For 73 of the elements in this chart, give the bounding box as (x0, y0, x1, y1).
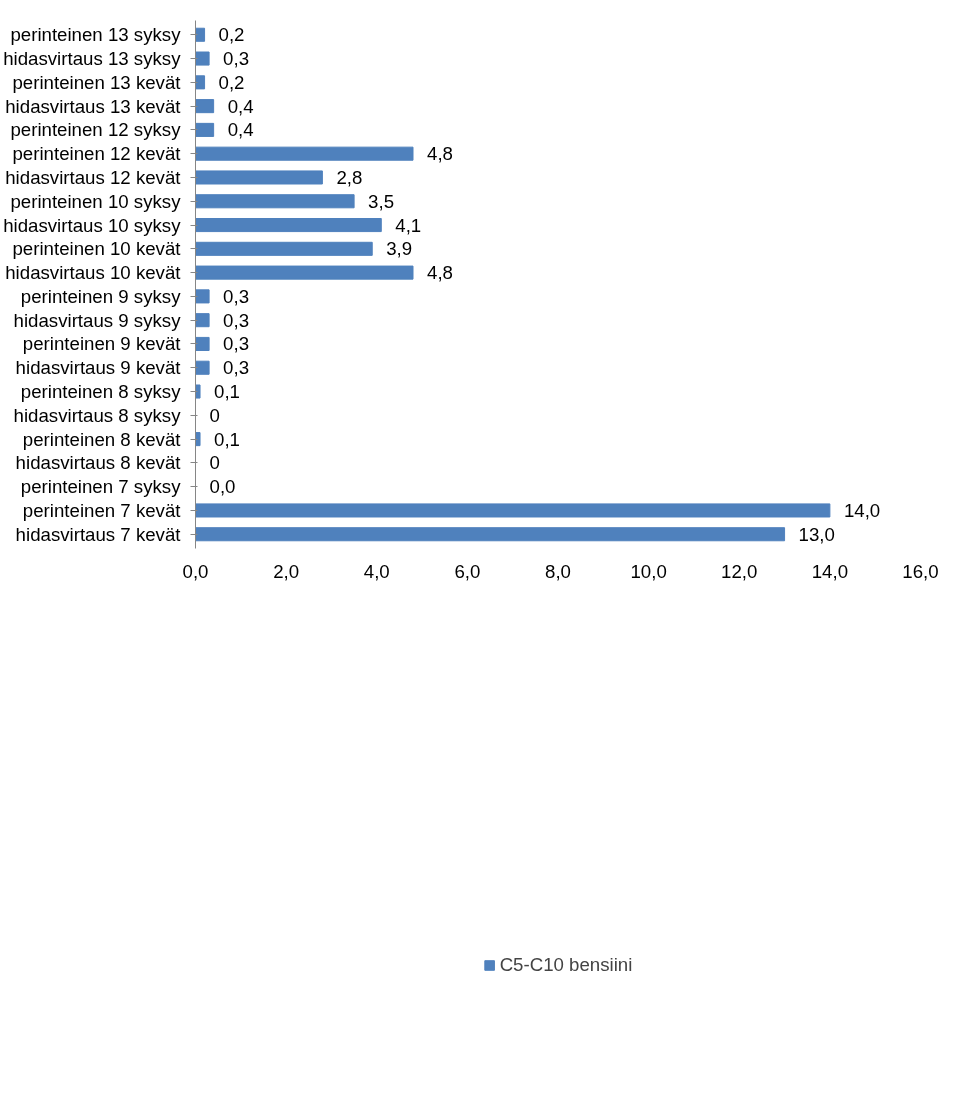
bar (195, 122, 215, 137)
y-tick-label: perinteinen 10 kevät (12, 238, 182, 260)
y-tick-label: hidasvirtaus 8 kevät (15, 452, 182, 474)
data-label: 3,9 (386, 238, 413, 260)
bar (195, 218, 382, 233)
data-label: 0,3 (223, 333, 250, 355)
y-tick-label: hidasvirtaus 13 syksy (3, 48, 182, 70)
bar (195, 360, 210, 375)
x-tick-label: 0,0 (182, 560, 209, 582)
bar (195, 51, 210, 66)
data-label: 14,0 (843, 499, 881, 521)
data-label: 4,8 (427, 143, 453, 165)
y-tick-label: perinteinen 13 kevät (12, 71, 182, 93)
bar (195, 27, 206, 42)
y-tick-label: hidasvirtaus 8 syksy (13, 404, 182, 426)
x-tick-label: 6,0 (454, 560, 481, 582)
data-label: 0,4 (227, 95, 254, 117)
x-tick-label: 4,0 (363, 560, 390, 582)
bar (195, 336, 210, 351)
bar (195, 99, 215, 114)
y-tick-label: hidasvirtaus 13 kevät (5, 95, 182, 117)
bar (195, 170, 323, 185)
bar (195, 527, 786, 542)
bar (195, 503, 831, 518)
data-label: 0,0 (209, 476, 236, 498)
data-label: 4,1 (395, 214, 422, 236)
data-label: 0 (209, 452, 220, 474)
y-tick-label: perinteinen 12 kevät (12, 143, 182, 165)
data-label: 0,3 (223, 309, 250, 331)
data-label: 0,3 (223, 357, 250, 379)
bar (195, 313, 210, 328)
y-tick-label: hidasvirtaus 10 kevät (5, 262, 182, 284)
data-label: 2,8 (336, 166, 363, 188)
y-tick-label: perinteinen 8 kevät (22, 428, 182, 450)
y-tick-label: perinteinen 9 syksy (20, 285, 182, 307)
bar (195, 75, 206, 90)
y-tick-label: hidasvirtaus 7 kevät (15, 523, 182, 545)
y-tick-label: perinteinen 9 kevät (22, 333, 182, 355)
x-tick-label: 16,0 (902, 560, 939, 582)
y-tick-label: perinteinen 10 syksy (10, 190, 182, 212)
legend-label: C5-C10 bensiini (499, 953, 633, 976)
bar (195, 432, 201, 447)
y-tick-label: perinteinen 13 syksy (10, 24, 182, 46)
y-tick-label: hidasvirtaus 9 kevät (15, 357, 182, 379)
y-tick-label: perinteinen 7 kevät (22, 499, 182, 521)
data-label: 0,3 (223, 48, 250, 70)
data-label: 4,8 (427, 262, 453, 284)
data-label: 13,0 (798, 523, 835, 545)
data-label: 0,1 (214, 428, 240, 450)
bar (195, 241, 373, 256)
bar (195, 265, 414, 280)
data-label: 0,2 (218, 71, 245, 93)
y-tick-label: hidasvirtaus 10 syksy (3, 214, 182, 236)
x-tick-label: 2,0 (273, 560, 300, 582)
bar (195, 194, 355, 209)
y-tick-label: hidasvirtaus 12 kevät (5, 166, 182, 188)
bar (195, 384, 201, 399)
x-tick-label: 8,0 (545, 560, 571, 582)
data-label: 0,3 (223, 285, 250, 307)
y-tick-label: perinteinen 8 syksy (20, 381, 182, 403)
data-label: 0 (209, 404, 220, 426)
data-label: 0,1 (214, 381, 240, 403)
data-label: 3,5 (368, 190, 395, 212)
data-label: 0,4 (227, 119, 254, 141)
bar (195, 289, 210, 304)
bar (195, 146, 414, 161)
y-tick-label: perinteinen 7 syksy (20, 476, 182, 498)
x-tick-label: 10,0 (630, 560, 667, 582)
data-label: 0,2 (218, 24, 245, 46)
x-tick-label: 14,0 (811, 560, 849, 582)
x-tick-label: 12,0 (721, 560, 758, 582)
y-tick-label: hidasvirtaus 9 syksy (13, 309, 182, 331)
y-tick-label: perinteinen 12 syksy (10, 119, 182, 141)
